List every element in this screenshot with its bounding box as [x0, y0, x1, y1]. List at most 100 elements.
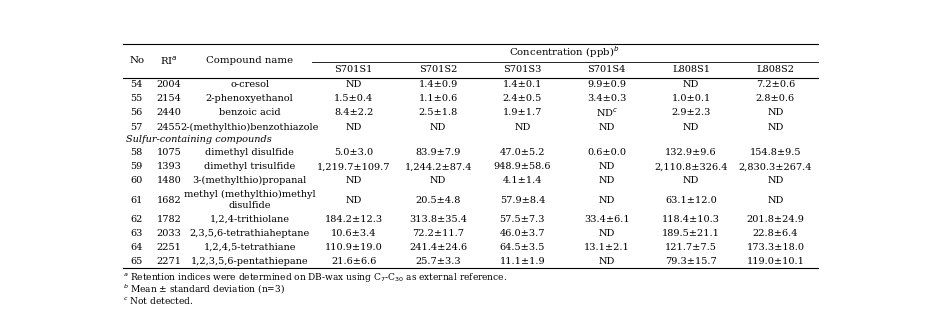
Text: 79.3±15.7: 79.3±15.7	[665, 257, 717, 266]
Text: disulfide: disulfide	[229, 201, 271, 210]
Text: S701S1: S701S1	[335, 66, 373, 74]
Text: 25.7±3.3: 25.7±3.3	[416, 257, 461, 266]
Text: ND: ND	[430, 123, 446, 132]
Text: L808S2: L808S2	[756, 66, 794, 74]
Text: ND: ND	[430, 176, 446, 186]
Text: Concentration (ppb)$^b$: Concentration (ppb)$^b$	[510, 44, 619, 60]
Text: 1.9±1.7: 1.9±1.7	[503, 108, 542, 117]
Text: 64.5±3.5: 64.5±3.5	[499, 243, 545, 252]
Text: 11.1±1.9: 11.1±1.9	[499, 257, 545, 266]
Text: 61: 61	[130, 196, 143, 204]
Text: 3.4±0.3: 3.4±0.3	[587, 94, 627, 103]
Text: dimethyl disulfide: dimethyl disulfide	[206, 148, 294, 157]
Text: 47.0±5.2: 47.0±5.2	[499, 148, 545, 157]
Text: 1075: 1075	[156, 148, 181, 157]
Text: 1782: 1782	[156, 215, 181, 224]
Text: RI$^a$: RI$^a$	[160, 54, 178, 67]
Text: 1,219.7±109.7: 1,219.7±109.7	[317, 162, 391, 171]
Text: 1.4±0.1: 1.4±0.1	[503, 80, 542, 89]
Text: 33.4±6.1: 33.4±6.1	[584, 215, 630, 224]
Text: 63: 63	[130, 229, 143, 238]
Text: 20.5±4.8: 20.5±4.8	[416, 196, 460, 204]
Text: 110.9±19.0: 110.9±19.0	[325, 243, 382, 252]
Text: methyl (methylthio)methyl: methyl (methylthio)methyl	[184, 190, 315, 199]
Text: $^a$ Retention indices were determined on DB-wax using C$_7$-C$_{30}$ as externa: $^a$ Retention indices were determined o…	[124, 271, 508, 284]
Text: 63.1±12.0: 63.1±12.0	[665, 196, 717, 204]
Text: 2,110.8±326.4: 2,110.8±326.4	[655, 162, 728, 171]
Text: 0.6±0.0: 0.6±0.0	[587, 148, 626, 157]
Text: 65: 65	[131, 257, 143, 266]
Text: 62: 62	[130, 215, 143, 224]
Text: ND: ND	[346, 176, 362, 186]
Text: 189.5±21.1: 189.5±21.1	[662, 229, 720, 238]
Text: 118.4±10.3: 118.4±10.3	[662, 215, 720, 224]
Text: 2-(methylthio)benzothiazole: 2-(methylthio)benzothiazole	[180, 123, 319, 132]
Text: 2.9±2.3: 2.9±2.3	[671, 108, 711, 117]
Text: 1,2,4-trithiolane: 1,2,4-trithiolane	[209, 215, 289, 224]
Text: ND: ND	[514, 123, 531, 132]
Text: 46.0±3.7: 46.0±3.7	[499, 229, 545, 238]
Text: 1,2,4,5-tetrathiane: 1,2,4,5-tetrathiane	[204, 243, 296, 252]
Text: 1682: 1682	[156, 196, 181, 204]
Text: 83.9±7.9: 83.9±7.9	[416, 148, 460, 157]
Text: S701S2: S701S2	[418, 66, 458, 74]
Text: ND$^c$: ND$^c$	[596, 107, 618, 119]
Text: 57: 57	[130, 123, 143, 132]
Text: 2154: 2154	[156, 94, 181, 103]
Text: 173.3±18.0: 173.3±18.0	[747, 243, 804, 252]
Text: 60: 60	[131, 176, 143, 186]
Text: 1,244.2±87.4: 1,244.2±87.4	[405, 162, 472, 171]
Text: 1.4±0.9: 1.4±0.9	[418, 80, 458, 89]
Text: 2004: 2004	[156, 80, 181, 89]
Text: dimethyl trisulfide: dimethyl trisulfide	[204, 162, 295, 171]
Text: ND: ND	[599, 176, 615, 186]
Text: ND: ND	[599, 162, 615, 171]
Text: 56: 56	[131, 108, 143, 117]
Text: 121.7±7.5: 121.7±7.5	[665, 243, 717, 252]
Text: $^c$ Not detected.: $^c$ Not detected.	[124, 295, 193, 306]
Text: ND: ND	[599, 196, 615, 204]
Text: 201.8±24.9: 201.8±24.9	[747, 215, 804, 224]
Text: 948.9±58.6: 948.9±58.6	[494, 162, 551, 171]
Text: 2,3,5,6-tetrathiaheptane: 2,3,5,6-tetrathiaheptane	[190, 229, 310, 238]
Text: 1480: 1480	[156, 176, 181, 186]
Text: ND: ND	[599, 123, 615, 132]
Text: 21.6±6.6: 21.6±6.6	[331, 257, 377, 266]
Text: ND: ND	[599, 229, 615, 238]
Text: ND: ND	[346, 123, 362, 132]
Text: ND: ND	[767, 108, 784, 117]
Text: 3-(methylthio)propanal: 3-(methylthio)propanal	[193, 176, 307, 186]
Text: 22.8±6.4: 22.8±6.4	[752, 229, 798, 238]
Text: 57.9±8.4: 57.9±8.4	[499, 196, 545, 204]
Text: ND: ND	[346, 196, 362, 204]
Text: 55: 55	[131, 94, 143, 103]
Text: 2.5±1.8: 2.5±1.8	[418, 108, 458, 117]
Text: 2251: 2251	[156, 243, 181, 252]
Text: 132.9±9.6: 132.9±9.6	[665, 148, 717, 157]
Text: 1393: 1393	[156, 162, 181, 171]
Text: 184.2±12.3: 184.2±12.3	[325, 215, 383, 224]
Text: Compound name: Compound name	[206, 56, 293, 65]
Text: 241.4±24.6: 241.4±24.6	[409, 243, 467, 252]
Text: No: No	[129, 56, 144, 65]
Text: 313.8±35.4: 313.8±35.4	[409, 215, 467, 224]
Text: 154.8±9.5: 154.8±9.5	[750, 148, 801, 157]
Text: ND: ND	[683, 176, 699, 186]
Text: 58: 58	[131, 148, 143, 157]
Text: ND: ND	[683, 123, 699, 132]
Text: 2033: 2033	[156, 229, 181, 238]
Text: ND: ND	[346, 80, 362, 89]
Text: 2.8±0.6: 2.8±0.6	[756, 94, 795, 103]
Text: ND: ND	[767, 123, 784, 132]
Text: 13.1±2.1: 13.1±2.1	[584, 243, 630, 252]
Text: 54: 54	[130, 80, 143, 89]
Text: 8.4±2.2: 8.4±2.2	[334, 108, 374, 117]
Text: 7.2±0.6: 7.2±0.6	[756, 80, 795, 89]
Text: 1.0±0.1: 1.0±0.1	[671, 94, 711, 103]
Text: 2.4±0.5: 2.4±0.5	[503, 94, 542, 103]
Text: S701S4: S701S4	[588, 66, 626, 74]
Text: ND: ND	[683, 80, 699, 89]
Text: 1.1±0.6: 1.1±0.6	[418, 94, 458, 103]
Text: o-cresol: o-cresol	[230, 80, 269, 89]
Text: 72.2±11.7: 72.2±11.7	[412, 229, 464, 238]
